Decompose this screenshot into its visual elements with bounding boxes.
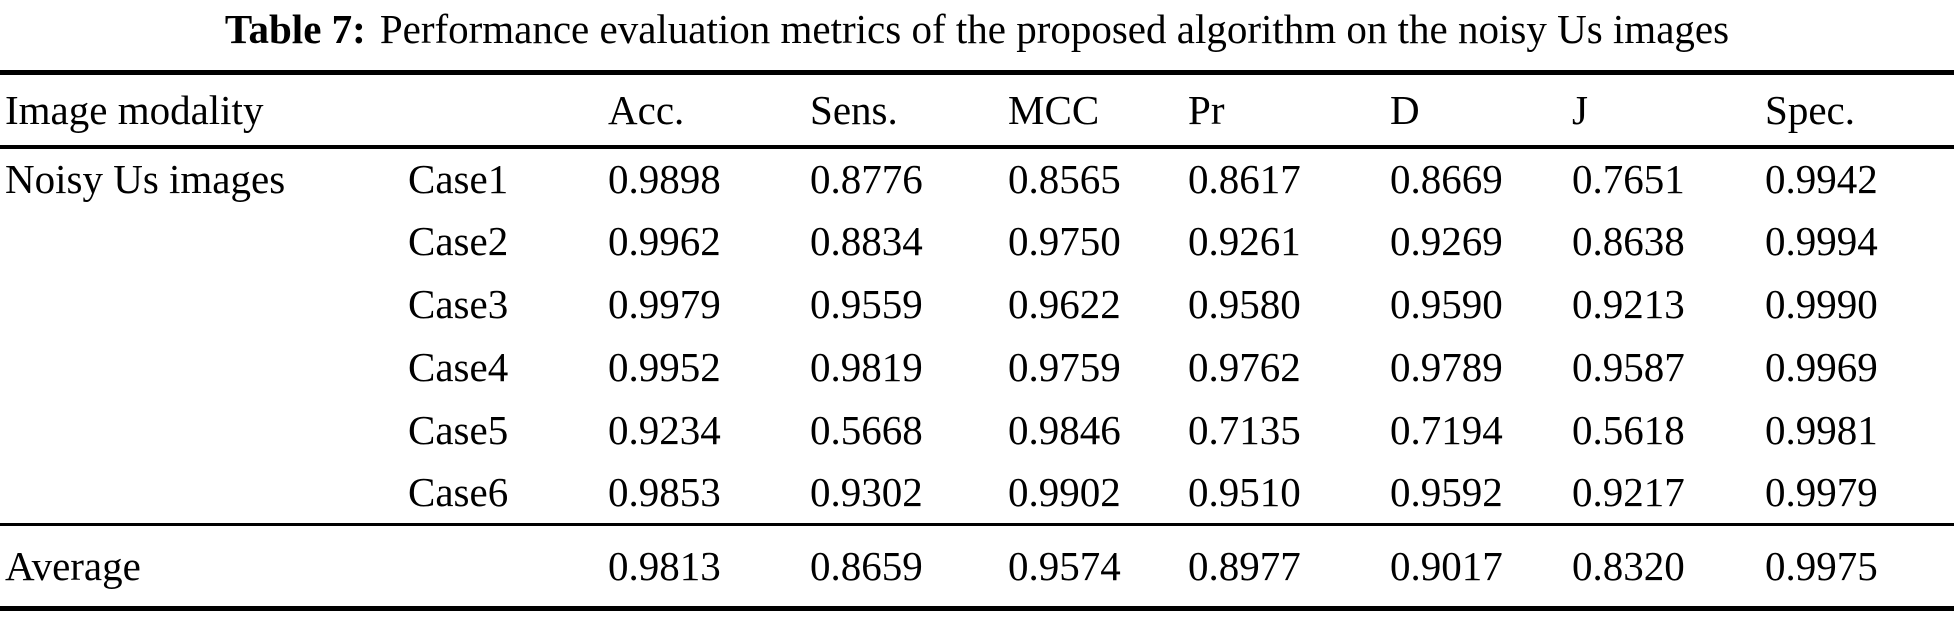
value-cell: 0.9580 — [1188, 281, 1301, 327]
table-row: Case2 0.9962 0.8834 0.9750 0.9261 0.9269… — [0, 210, 1954, 273]
value-cell: 0.9962 — [608, 218, 721, 264]
value-cell: 0.9762 — [1188, 344, 1301, 390]
average-value-cell: 0.9017 — [1390, 523, 1573, 611]
value-cell: 0.9592 — [1390, 469, 1503, 516]
value-cell: 0.9819 — [810, 344, 923, 390]
value-cell: 0.7194 — [1390, 407, 1503, 453]
modality-cell: Noisy Us images — [5, 156, 286, 202]
value-cell: 0.7135 — [1188, 407, 1301, 453]
value-cell: 0.7651 — [1572, 156, 1685, 202]
header-sens: Sens. — [810, 70, 1009, 149]
table-row: Case6 0.9853 0.9302 0.9902 0.9510 0.9592… — [0, 462, 1954, 525]
modality-cell — [0, 462, 408, 525]
average-value-cell: 0.9813 — [608, 523, 811, 611]
value-cell: 0.9994 — [1765, 218, 1878, 264]
header-image-modality: Image modality — [0, 70, 609, 149]
value-cell: 0.9759 — [1008, 344, 1121, 390]
header-acc: Acc. — [608, 70, 811, 149]
value-cell: 0.5618 — [1572, 407, 1685, 453]
case-cell: Case4 — [408, 344, 509, 390]
value-cell: 0.9979 — [608, 281, 721, 327]
case-cell: Case3 — [408, 281, 509, 327]
header-d: D — [1390, 70, 1573, 149]
value-cell: 0.9846 — [1008, 407, 1121, 453]
value-cell: 0.9234 — [608, 407, 721, 453]
case-cell: Case6 — [408, 469, 509, 516]
table-caption: Table 7: Performance evaluation metrics … — [0, 0, 1954, 70]
value-cell: 0.9981 — [1765, 407, 1878, 453]
value-cell: 0.8638 — [1572, 218, 1685, 264]
value-cell: 0.9510 — [1188, 469, 1301, 516]
value-cell: 0.9990 — [1765, 281, 1878, 327]
modality-cell — [0, 336, 408, 399]
table-caption-text: Performance evaluation metrics of the pr… — [379, 6, 1730, 52]
value-cell: 0.8776 — [810, 156, 923, 202]
value-cell: 0.9269 — [1390, 218, 1503, 264]
value-cell: 0.9979 — [1765, 469, 1878, 516]
value-cell: 0.9622 — [1008, 281, 1121, 327]
average-label: Average — [0, 523, 609, 611]
average-value-cell: 0.9574 — [1008, 523, 1189, 611]
table-caption-label: Table 7: — [224, 6, 366, 52]
value-cell: 0.9302 — [810, 469, 923, 516]
case-cell: Case1 — [408, 156, 509, 202]
value-cell: 0.8669 — [1390, 156, 1503, 202]
value-cell: 0.5668 — [810, 407, 923, 453]
table-row: Noisy Us images Case1 0.9898 0.8776 0.85… — [0, 147, 1954, 210]
value-cell: 0.8565 — [1008, 156, 1121, 202]
value-cell: 0.9789 — [1390, 344, 1503, 390]
metrics-table: Image modality Acc. Sens. MCC Pr D J Spe… — [0, 70, 1954, 611]
average-value-cell: 0.8659 — [810, 523, 1009, 611]
header-pr: Pr — [1188, 70, 1391, 149]
table-row: Case4 0.9952 0.9819 0.9759 0.9762 0.9789… — [0, 336, 1954, 399]
value-cell: 0.9902 — [1008, 469, 1121, 516]
case-cell: Case2 — [408, 218, 509, 264]
case-cell: Case5 — [408, 407, 509, 453]
value-cell: 0.9969 — [1765, 344, 1878, 390]
header-row: Image modality Acc. Sens. MCC Pr D J Spe… — [0, 70, 1954, 149]
value-cell: 0.8834 — [810, 218, 923, 264]
header-j: J — [1572, 70, 1766, 149]
modality-cell — [0, 399, 408, 462]
header-spec: Spec. — [1765, 70, 1954, 149]
header-mcc: MCC — [1008, 70, 1189, 149]
value-cell: 0.9942 — [1765, 156, 1878, 202]
value-cell: 0.9952 — [608, 344, 721, 390]
value-cell: 0.8617 — [1188, 156, 1301, 202]
average-value-cell: 0.9975 — [1765, 523, 1954, 611]
value-cell: 0.9853 — [608, 469, 721, 516]
value-cell: 0.9750 — [1008, 218, 1121, 264]
value-cell: 0.9898 — [608, 156, 721, 202]
average-value-cell: 0.8320 — [1572, 523, 1766, 611]
value-cell: 0.9261 — [1188, 218, 1301, 264]
value-cell: 0.9587 — [1572, 344, 1685, 390]
value-cell: 0.9590 — [1390, 281, 1503, 327]
value-cell: 0.9217 — [1572, 469, 1685, 516]
value-cell: 0.9559 — [810, 281, 923, 327]
average-value-cell: 0.8977 — [1188, 523, 1391, 611]
modality-cell — [0, 273, 408, 336]
value-cell: 0.9213 — [1572, 281, 1685, 327]
table-row: Case3 0.9979 0.9559 0.9622 0.9580 0.9590… — [0, 273, 1954, 336]
average-row: Average 0.9813 0.8659 0.9574 0.8977 0.90… — [0, 523, 1954, 611]
modality-cell — [0, 210, 408, 273]
table-row: Case5 0.9234 0.5668 0.9846 0.7135 0.7194… — [0, 399, 1954, 462]
